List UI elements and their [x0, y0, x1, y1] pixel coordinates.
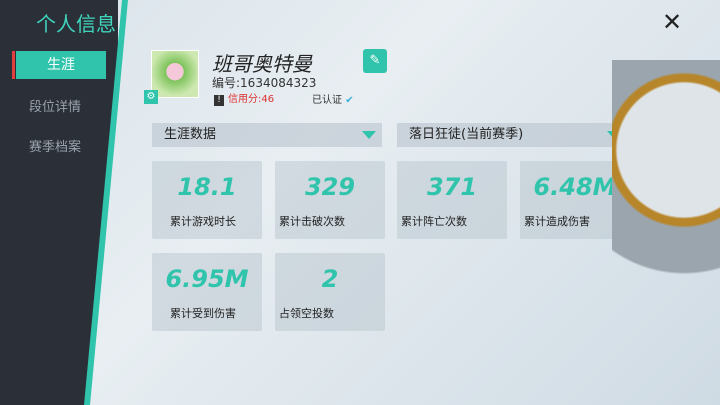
stat-value: 371	[426, 173, 478, 201]
stat-card: 329 累计击破次数	[275, 161, 385, 239]
sidebar-item-season[interactable]: 赛季档案	[28, 140, 81, 155]
season-dropdown[interactable]: 落日狂徒(当前赛季)	[397, 123, 627, 147]
stat-card: 6.48M 累计造成伤害	[520, 161, 630, 239]
stat-value: 2	[321, 265, 339, 293]
sidebar-item-career[interactable]: 生涯	[16, 51, 106, 79]
stat-card: 371 累计阵亡次数	[397, 161, 507, 239]
stat-value: 6.95M	[165, 265, 249, 293]
stat-label: 累计造成伤害	[524, 215, 590, 228]
stat-value: 18.1	[177, 173, 237, 201]
stat-value: 329	[304, 173, 356, 201]
stat-card: 2 占领空投数	[275, 253, 385, 331]
sidebar-item-rank[interactable]: 段位详情	[28, 100, 81, 115]
check-icon: ✔	[345, 95, 354, 106]
data-type-dropdown[interactable]: 生涯数据	[152, 123, 382, 147]
stat-card: 6.95M 累计受到伤害	[152, 253, 262, 331]
close-icon[interactable]: ✕	[662, 8, 683, 36]
verified-text: 已认证	[312, 95, 342, 106]
gear-icon[interactable]: ⚙	[144, 90, 158, 104]
mech-illustration	[612, 60, 720, 360]
player-name: 班哥奥特曼	[212, 52, 312, 76]
dropdown-value: 生涯数据	[164, 127, 217, 142]
credit-text: 信用分:46	[228, 94, 275, 105]
stat-label: 累计游戏时长	[170, 215, 236, 228]
stat-label: 累计击破次数	[279, 215, 345, 228]
page-title: 个人信息	[36, 12, 116, 36]
stat-label: 占领空投数	[279, 307, 334, 320]
warning-icon: !	[214, 95, 224, 106]
pencil-icon: ✎	[369, 53, 381, 68]
credit-score: ! 信用分:46	[214, 90, 274, 106]
verified-badge: 已认证 ✔	[312, 91, 354, 106]
chevron-down-icon	[362, 131, 376, 139]
stat-label: 累计阵亡次数	[401, 215, 467, 228]
stat-card: 18.1 累计游戏时长	[152, 161, 262, 239]
stat-label: 累计受到伤害	[170, 307, 236, 320]
active-indicator	[12, 51, 15, 79]
player-id: 编号:1634084323	[212, 76, 317, 90]
stat-value: 6.48M	[533, 173, 617, 201]
dropdown-value: 落日狂徒(当前赛季)	[409, 127, 524, 142]
avatar[interactable]	[151, 50, 199, 98]
edit-button[interactable]: ✎	[363, 49, 387, 73]
